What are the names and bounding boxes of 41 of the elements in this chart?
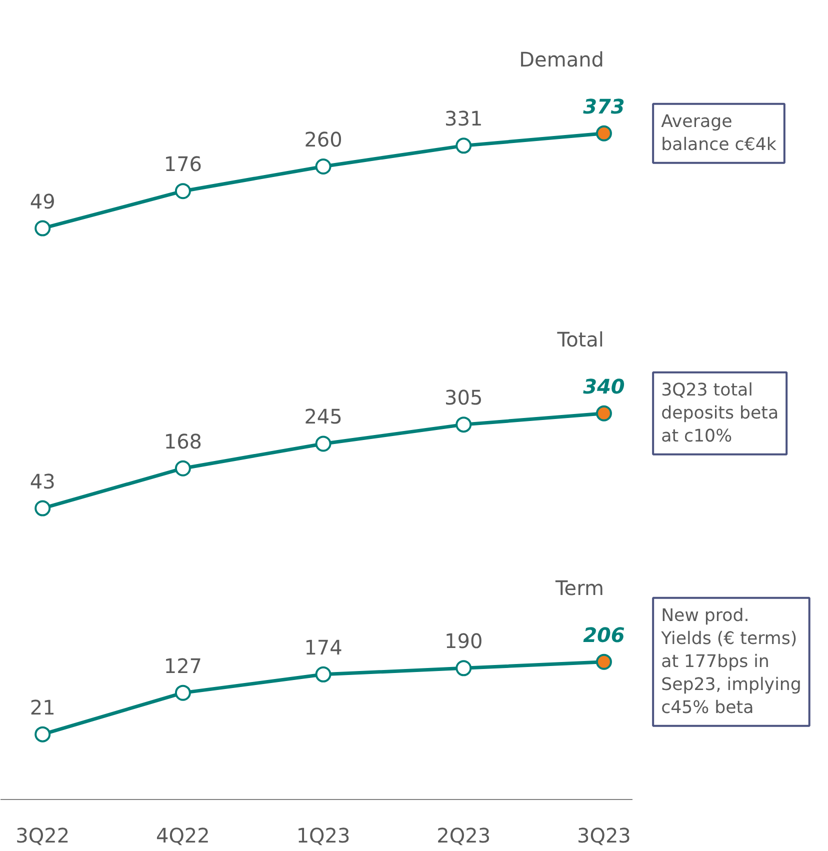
data-label: 340 (583, 374, 625, 398)
point (34, 726, 51, 742)
point (596, 125, 612, 142)
data-label: 21 (30, 695, 56, 720)
point (315, 158, 332, 174)
data-label: 305 (444, 386, 483, 410)
data-label: 245 (304, 404, 342, 429)
point (174, 684, 191, 701)
data-label: 190 (444, 629, 483, 654)
annotation: Average balance c€4k (661, 112, 776, 155)
point (456, 138, 472, 154)
data-label: 206 (583, 622, 625, 647)
data-label: 49 (30, 189, 56, 214)
x-tick-label: 1Q23 (296, 824, 350, 848)
point (315, 666, 332, 682)
x-tick-label: 4Q22 (156, 824, 210, 848)
chart-title: Demand (519, 47, 604, 72)
x-tick-label: 3Q23 (577, 824, 631, 848)
data-label: 43 (30, 469, 56, 494)
x-tick-label: 2Q23 (436, 824, 491, 848)
point (596, 654, 612, 670)
point (34, 220, 51, 236)
point (34, 500, 51, 516)
data-label: 168 (164, 429, 202, 454)
point (174, 460, 191, 476)
data-label: 174 (304, 635, 342, 660)
data-label: 127 (164, 654, 202, 678)
x-tick-label: 3Q22 (16, 824, 70, 848)
point (315, 436, 332, 452)
data-label: 260 (304, 127, 342, 152)
chart-title: Total (556, 327, 604, 352)
point (174, 183, 191, 200)
point (456, 660, 472, 676)
data-label: 331 (444, 106, 483, 131)
annotation: 3Q23 total deposits beta at c10% (661, 380, 779, 446)
annotation: New prod. Yields (€ terms) at 177bps in Sep23, implying c45% beta (660, 606, 802, 718)
point (596, 405, 612, 422)
data-label: 176 (164, 152, 202, 176)
chart-title: Term (554, 576, 604, 600)
point (456, 416, 472, 433)
data-label: 373 (583, 94, 625, 118)
